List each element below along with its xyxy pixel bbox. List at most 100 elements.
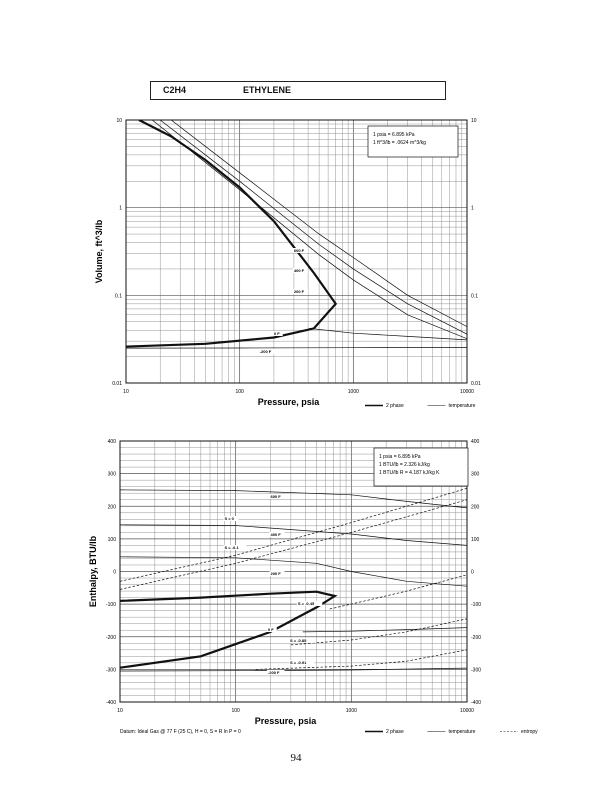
x-tick-label: 1000	[348, 389, 359, 395]
series-200-f	[151, 120, 467, 340]
curve-label: 400 F	[270, 532, 281, 537]
y-tick-label-right: 100	[471, 537, 480, 543]
y-tick-label: 0.1	[115, 293, 122, 299]
series-400-f	[159, 120, 467, 335]
series-s-0-45	[329, 574, 467, 610]
y-tick-label-right: 1	[471, 206, 474, 212]
series-2-phase	[120, 590, 338, 669]
curve-label: S = 0	[224, 516, 234, 521]
datum-footnote: Datum: Ideal Gas @ 77 F (25 C), H = 0, S…	[120, 729, 241, 735]
y-tick-label-right: 300	[471, 472, 480, 478]
x-tick-label: 10000	[460, 708, 474, 714]
units-note: 1 psia = 6.895 kPa	[373, 132, 415, 138]
series-400-f	[120, 524, 467, 546]
y-tick-label: 300	[108, 472, 117, 478]
series-s-0-1	[120, 499, 467, 590]
curve-label: 200 F	[294, 289, 305, 294]
curve-label: 400 F	[294, 268, 305, 273]
units-note: 1 BTU/lb = 2.326 kJ/kg	[379, 462, 430, 468]
x-tick-label: 10000	[460, 389, 474, 395]
curve-label-bg	[223, 516, 239, 521]
units-note-box	[367, 125, 459, 158]
curve-label: 600 F	[270, 494, 281, 499]
series-0-f	[309, 328, 467, 341]
y-tick-label: 100	[108, 537, 117, 543]
x-axis-label: Pressure, psia	[255, 716, 318, 726]
legend-label: 2 phase	[386, 403, 404, 409]
curve-label-bg	[292, 248, 308, 253]
legend-label: temperature	[449, 403, 476, 409]
curve-label-bg	[272, 331, 283, 336]
volume-chart: 10 100 1000 10000 0.01 0.01 0.1 0.1 1 1 10 10 Pressu…	[94, 118, 481, 409]
curve-label-bg	[296, 601, 323, 606]
curve-label-bg	[223, 545, 247, 550]
legend-label: 2 phase	[386, 729, 404, 735]
y-tick-label-right: -100	[471, 602, 481, 608]
curve-label-bg	[269, 571, 285, 576]
curve-label-bg	[289, 638, 315, 643]
units-note-box	[373, 447, 469, 487]
x-tick-label: 100	[235, 389, 244, 395]
curve-label: 200 F	[270, 571, 281, 576]
curve-label-bg	[289, 660, 315, 665]
y-tick-label-right: 10	[471, 118, 477, 124]
curve-label: S = -0.1	[224, 545, 239, 550]
y-tick-label: -300	[106, 667, 116, 673]
title-box: C2H4 ETHYLENE	[150, 81, 446, 100]
curve-label-bg	[266, 627, 277, 632]
curve-label: 600 F	[294, 248, 305, 253]
series-200-f	[120, 667, 467, 672]
x-tick-label: 1000	[346, 708, 357, 714]
y-tick-label: -100	[106, 602, 116, 608]
y-tick-label-right: 0.1	[471, 293, 478, 299]
series-200-f	[126, 347, 467, 349]
series-200-f	[120, 556, 467, 587]
series-s-0	[120, 487, 467, 582]
curve-label: 0 F	[268, 627, 274, 632]
y-tick-label-right: 0.01	[471, 381, 481, 387]
plot-frame	[125, 119, 468, 384]
y-axis-label: Volume, ft^3/lb	[94, 219, 104, 283]
x-tick-label: 10	[117, 708, 123, 714]
x-tick-label: 100	[231, 708, 240, 714]
units-note: 1 psia = 6.895 kPa	[379, 454, 421, 460]
series-0-f	[302, 627, 467, 633]
series-600-f	[170, 120, 467, 327]
units-note: 1 ft^3/lb = .0624 m^3/kg	[373, 140, 426, 146]
curve-label: 0 F	[274, 331, 280, 336]
curve-label: S = -0.85	[290, 638, 307, 643]
curve-label: S = -0.45	[298, 601, 315, 606]
curve-label-bg	[269, 532, 285, 537]
compound-name: ETHYLENE	[243, 85, 292, 95]
legend-label: entropy	[521, 729, 538, 735]
curve-label-bg	[292, 289, 308, 294]
y-tick-label: 10	[116, 118, 122, 124]
legend-label: temperature	[449, 729, 476, 735]
curve-label-bg	[292, 268, 308, 273]
units-note: 1 BTU/lb R = 4.187 kJ/kg K	[379, 470, 440, 476]
y-tick-label-right: -200	[471, 635, 481, 641]
plot-frame	[119, 440, 468, 703]
curve-label: S = -0.91	[290, 660, 307, 665]
series-s-0-91	[255, 649, 467, 670]
y-tick-label: 0	[113, 570, 116, 576]
series-600-f	[120, 489, 467, 509]
y-tick-label: 0.01	[112, 381, 122, 387]
y-tick-label: -400	[106, 700, 116, 706]
curve-label-bg	[258, 349, 277, 354]
y-tick-label-right: -400	[471, 700, 481, 706]
curve-label-bg	[269, 494, 285, 499]
y-tick-label-right: 0	[471, 570, 474, 576]
y-tick-label-right: 400	[471, 439, 480, 445]
curve-label: -200 F	[260, 349, 272, 354]
x-tick-label: 10	[123, 389, 129, 395]
y-tick-label: 200	[108, 504, 117, 510]
y-tick-label: -200	[106, 635, 116, 641]
page-number: 94	[290, 752, 302, 764]
series-2-phase	[126, 120, 338, 348]
y-tick-label: 400	[108, 439, 117, 445]
series-s-0-85	[290, 618, 467, 646]
y-tick-label: 1	[119, 206, 122, 212]
curve-label: -200 F	[268, 670, 280, 675]
